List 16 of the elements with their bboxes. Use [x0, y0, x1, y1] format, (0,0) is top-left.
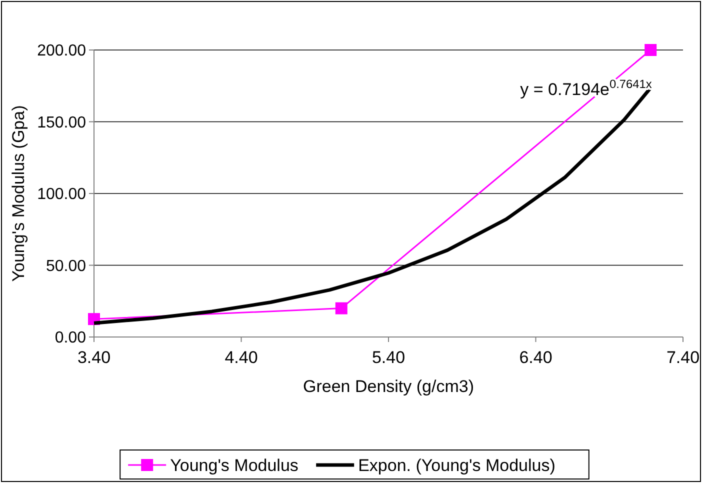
point [644, 44, 657, 56]
x-tick-label: 7.40 [666, 348, 700, 367]
point [335, 302, 348, 314]
x-tick-label: 5.40 [372, 348, 406, 367]
y-tick-label: 100.00 [37, 186, 86, 204]
legend-label: Young's Modulus [170, 456, 298, 475]
x-tick-label: 6.40 [519, 348, 552, 367]
x-tick-label: 4.40 [224, 348, 258, 367]
legend-label: Expon. (Young's Modulus) [358, 456, 556, 475]
y-tick-label: 200.00 [37, 42, 86, 60]
x-tick-label: 3.40 [77, 348, 111, 367]
y-tick-label: 50.00 [46, 258, 86, 275]
x-axis-title: Green Density (g/cm3) [303, 377, 474, 396]
y-axis-title: Young's Modulus (Gpa) [9, 105, 28, 282]
y-tick-label: 0.00 [54, 330, 86, 347]
y-tick-label: 150.00 [37, 114, 86, 132]
